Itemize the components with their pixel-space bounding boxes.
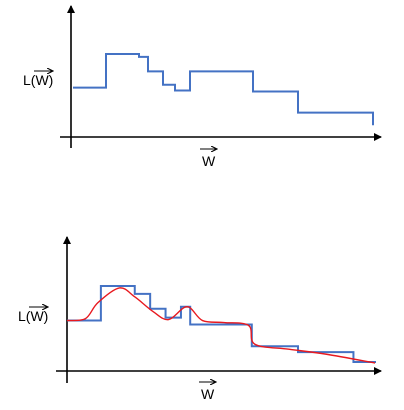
top-xlabel: W [202,153,216,169]
top-chart: L(W) W [23,5,382,169]
top-plot-area [73,53,374,126]
top-series-step-line [73,53,374,126]
bottom-xlabel: W [201,386,215,402]
bottom-series-step-line [67,285,376,364]
bottom-plot-area [66,285,376,364]
bottom-chart: L(W) W [18,236,382,402]
bottom-series-smooth-curve [66,287,376,364]
top-ylabel: L(W) [23,72,53,88]
bottom-ylabel: L(W) [18,308,48,324]
